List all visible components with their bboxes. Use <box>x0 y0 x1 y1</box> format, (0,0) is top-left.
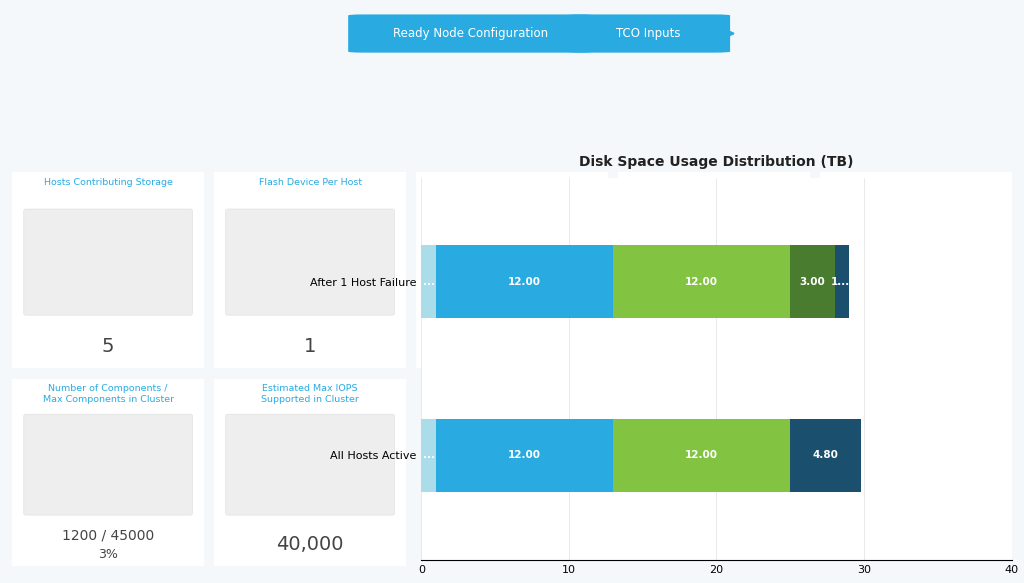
Bar <box>791 245 835 318</box>
FancyBboxPatch shape <box>225 209 394 315</box>
FancyBboxPatch shape <box>6 373 210 571</box>
Text: Ready Node Configuration: Ready Node Configuration <box>393 27 549 40</box>
FancyBboxPatch shape <box>209 166 412 374</box>
Bar <box>421 419 436 492</box>
Text: Hosts Contributing Storage: Hosts Contributing Storage <box>44 178 173 187</box>
FancyBboxPatch shape <box>348 15 594 52</box>
Text: 3.00: 3.00 <box>800 277 825 287</box>
FancyBboxPatch shape <box>630 209 799 315</box>
Text: 12.00: 12.00 <box>685 451 718 461</box>
Text: Estimated Max IOPS
Supported in Cluster: Estimated Max IOPS Supported in Cluster <box>261 384 359 405</box>
Text: Minimum Recommended
Flash Device Size (GB): Minimum Recommended Flash Device Size (G… <box>453 178 571 198</box>
Bar <box>613 245 791 318</box>
Bar <box>613 419 791 492</box>
FancyBboxPatch shape <box>209 373 412 571</box>
Text: Persistent Disks Per Disk
Group: Persistent Disks Per Disk Group <box>857 178 975 198</box>
FancyBboxPatch shape <box>428 209 596 315</box>
FancyBboxPatch shape <box>6 166 210 374</box>
FancyBboxPatch shape <box>814 166 1018 374</box>
Text: ...: ... <box>423 277 434 287</box>
Text: 6: 6 <box>909 337 922 356</box>
Bar <box>791 419 861 492</box>
Bar <box>835 245 849 318</box>
Text: 30 TB: 30 TB <box>686 337 742 356</box>
Text: 12.00: 12.00 <box>508 277 541 287</box>
FancyBboxPatch shape <box>411 166 613 374</box>
Text: 5: 5 <box>101 337 115 356</box>
Bar <box>436 419 613 492</box>
Text: Total Storage Capacity in
Cluster: Total Storage Capacity in Cluster <box>654 178 773 198</box>
FancyBboxPatch shape <box>612 166 815 374</box>
Text: Number of Components /
Max Components in Cluster: Number of Components / Max Components in… <box>43 384 174 405</box>
Text: 3%: 3% <box>98 548 118 561</box>
Text: 4.80: 4.80 <box>813 451 839 461</box>
Text: 1: 1 <box>304 337 316 356</box>
Text: 1200 / 45000: 1200 / 45000 <box>62 529 155 543</box>
Text: Flash Device Per Host: Flash Device Per Host <box>258 178 361 187</box>
Bar <box>436 245 613 318</box>
FancyBboxPatch shape <box>566 15 730 52</box>
FancyBboxPatch shape <box>831 209 1000 315</box>
Bar <box>421 245 436 318</box>
Text: 1....: 1.... <box>830 277 854 287</box>
Text: 12.00: 12.00 <box>685 277 718 287</box>
FancyBboxPatch shape <box>225 415 394 515</box>
FancyBboxPatch shape <box>24 415 193 515</box>
Title: Disk Space Usage Distribution (TB): Disk Space Usage Distribution (TB) <box>580 156 854 170</box>
Text: TCO Inputs: TCO Inputs <box>616 27 680 40</box>
Text: 300: 300 <box>494 337 530 356</box>
Text: ...: ... <box>423 451 434 461</box>
Text: 40,000: 40,000 <box>276 535 344 554</box>
Text: 12.00: 12.00 <box>508 451 541 461</box>
FancyBboxPatch shape <box>24 209 193 315</box>
